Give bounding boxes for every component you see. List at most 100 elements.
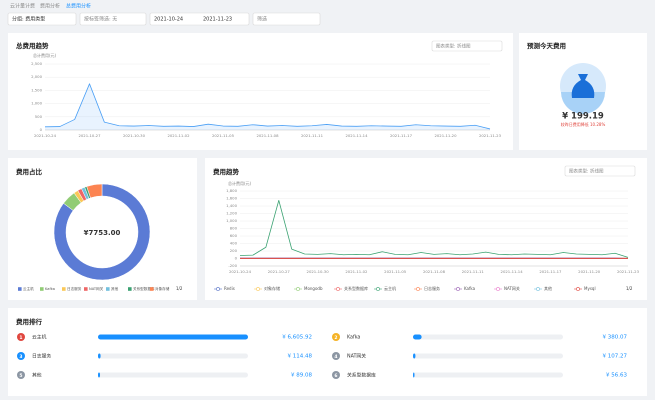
x-tick-label: 2021-11-02 xyxy=(345,269,368,274)
x-tick-label: 2021-10-24 xyxy=(229,269,252,274)
progress-track xyxy=(413,372,563,378)
x-tick-label: 2021-10-30 xyxy=(307,269,330,274)
legend-marker xyxy=(416,287,420,291)
forecast-change: 较昨日费用降低 10.28% xyxy=(561,121,606,127)
card-title: 费用排行 xyxy=(16,317,43,326)
rank-badge xyxy=(17,371,25,379)
y-tick-label: 1,400 xyxy=(226,203,237,208)
x-tick-label: 2021-11-11 xyxy=(462,269,485,274)
filter-select[interactable] xyxy=(252,12,321,26)
breadcrumb-item[interactable]: 云计量计费 xyxy=(10,3,35,10)
legend-label: Kafka xyxy=(464,286,476,291)
rank-amount: ¥ 89.08 xyxy=(291,373,312,379)
progress-bar xyxy=(98,353,101,359)
total-chart: 0 500 1,000 1,500 2,000 2,500 2021-10-24 2021-1… xyxy=(31,61,501,138)
filter-select[interactable] xyxy=(7,12,77,26)
legend-swatch xyxy=(106,287,110,291)
rank-amount: ¥ 107.27 xyxy=(603,354,628,360)
legend-label: 云主机 xyxy=(23,286,34,291)
rank-name: 其他 xyxy=(32,372,42,379)
progress-track xyxy=(413,334,563,340)
legend-marker xyxy=(336,287,340,291)
rank-number: 2 xyxy=(334,335,337,341)
x-tick-label: 2021-11-05 xyxy=(384,269,407,274)
legend-label: Mysql xyxy=(584,286,596,291)
card-title: 总费用趋势 xyxy=(16,41,49,50)
x-tick-label: 2021-11-23 xyxy=(479,133,502,138)
trend-chart: -200 0 200 400 600 800 1,000 1,200 1,400 1,600 1,8… xyxy=(214,188,640,291)
legend-swatch xyxy=(40,287,44,291)
line xyxy=(44,83,491,130)
legend-pager[interactable]: 1/2 xyxy=(176,286,183,291)
y-tick-label: 800 xyxy=(230,226,238,231)
legend-swatch xyxy=(84,287,88,291)
legend-label: 其他 xyxy=(544,285,552,291)
rank-name: 日志服务 xyxy=(32,353,51,360)
donut-center: ¥7753.00 xyxy=(84,229,121,237)
legend-label: 对象存储 xyxy=(264,285,280,291)
line xyxy=(239,199,629,258)
y-tick-label: 400 xyxy=(230,241,238,246)
chart-type-select[interactable] xyxy=(431,40,503,52)
x-tick-label: 2021-10-30 xyxy=(123,133,146,138)
progress-track xyxy=(413,353,563,359)
x-tick-label: 2021-10-27 xyxy=(268,269,291,274)
donut-chart: 云主机 Kafka 日志服务 NAT网关 其他 关系型数据库 对象存储 xyxy=(18,183,170,291)
chart-type-select[interactable] xyxy=(564,165,636,177)
select-text: 图表类型: 折线图 xyxy=(436,43,471,50)
legend-label: 日志服务 xyxy=(424,285,440,291)
legend-marker xyxy=(296,287,300,291)
rank-number: 5 xyxy=(19,373,22,379)
donut-slice xyxy=(53,183,151,281)
breadcrumb-item[interactable]: 费用分析 xyxy=(40,3,60,10)
legend-swatch xyxy=(18,287,22,291)
rank-name: 关系型数据库 xyxy=(347,372,376,379)
legend-marker xyxy=(496,287,500,291)
progress-track xyxy=(98,372,248,378)
x-tick-label: 2021-11-08 xyxy=(256,133,279,138)
progress-track xyxy=(98,353,248,359)
date-range[interactable] xyxy=(149,12,250,26)
filter-select[interactable] xyxy=(79,12,147,26)
legend-label: Kafka xyxy=(45,287,55,291)
legend-pager[interactable]: 1/2 xyxy=(626,286,633,291)
x-tick-label: 2021-11-08 xyxy=(423,269,446,274)
y-axis-label: 总计费用(元) xyxy=(33,52,57,58)
legend-label: Mongodb xyxy=(304,286,323,291)
legend-label: Redis xyxy=(224,286,235,291)
legend-marker xyxy=(216,287,220,291)
progress-bar xyxy=(413,353,416,359)
rank-name: NAT网关 xyxy=(347,353,366,360)
y-tick-label: 0 xyxy=(235,256,238,261)
y-tick-label: 1,500 xyxy=(31,87,42,92)
legend-label: NAT网关 xyxy=(504,285,520,291)
x-tick-label: 2021-11-17 xyxy=(390,133,413,138)
y-tick-label: 2,500 xyxy=(31,61,42,66)
x-tick-label: 2021-11-14 xyxy=(501,269,524,274)
x-tick-label: 2021-11-20 xyxy=(578,269,601,274)
x-tick-label: 2021-10-27 xyxy=(78,133,101,138)
card-title: 预测今天费用 xyxy=(527,41,566,50)
date-end: 2021-11-23 xyxy=(203,17,232,23)
x-tick-label: 2021-11-17 xyxy=(539,269,562,274)
rank-badge xyxy=(332,371,340,379)
rank-name: Kafka xyxy=(347,335,360,341)
card-title: 费用趋势 xyxy=(213,167,240,176)
x-tick-label: 2021-11-02 xyxy=(167,133,190,138)
rank-badge xyxy=(17,352,25,360)
y-tick-label: 0 xyxy=(40,127,43,132)
legend-swatch xyxy=(62,287,66,291)
card xyxy=(8,308,647,396)
y-tick-label: 1,000 xyxy=(226,218,237,223)
filter-text: 筛选 xyxy=(257,16,267,23)
legend-label: NAT网关 xyxy=(89,286,104,291)
legend-label: 关系型数据库 xyxy=(344,285,368,291)
legend-swatch xyxy=(128,287,132,291)
area xyxy=(45,83,490,130)
select-text: 图表类型: 折线图 xyxy=(569,168,604,175)
x-tick-label: 2021-11-23 xyxy=(617,269,640,274)
ranking-list: 1 云主机 ¥ 6,605.92 2 Kafka ¥ 380.07 3 日志服务 ¥ 114.4… xyxy=(17,333,627,379)
legend-marker xyxy=(536,287,540,291)
